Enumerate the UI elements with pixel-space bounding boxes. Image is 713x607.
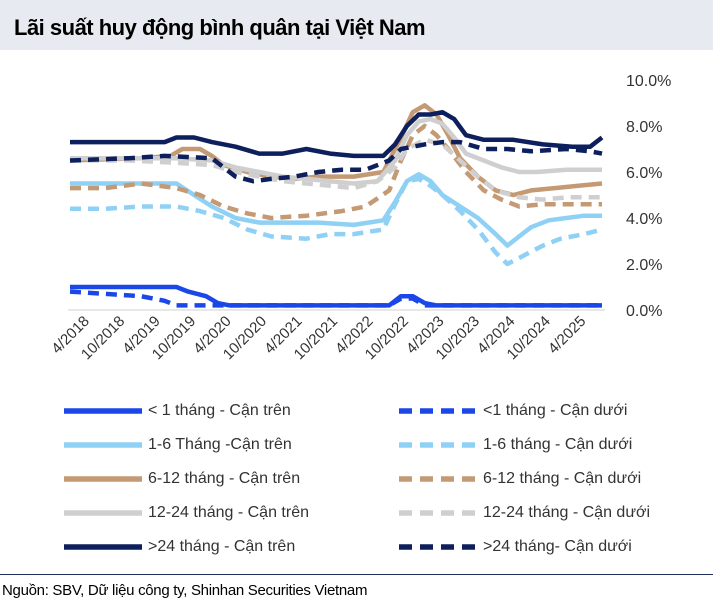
title-bar: Lãi suất huy động bình quân tại Việt Nam — [0, 0, 713, 50]
legend-label: >24 tháng- Cận dưới — [483, 538, 632, 555]
legend-item: 12-24 tháng - Cận trên — [62, 502, 362, 524]
legend-item: 1-6 Tháng -Cận trên — [62, 434, 362, 456]
legend-swatch — [399, 442, 477, 448]
series-line — [69, 289, 602, 308]
y-tick-label: 2.0% — [626, 257, 662, 274]
legend-item: >24 tháng - Cận trên — [62, 536, 362, 558]
series-lines — [69, 103, 604, 308]
legend-swatch — [64, 510, 142, 516]
legend-item: < 1 tháng - Cận trên — [62, 400, 362, 422]
legend-item: <1 tháng - Cận dưới — [397, 400, 697, 422]
legend-label: >24 tháng - Cận trên — [148, 538, 296, 555]
chart-plot: 0.0% 2.0% 4.0% 6.0% 8.0% 10.0% 4/201810/20184… — [48, 73, 671, 363]
legend-item: 6-12 tháng - Cận trên — [62, 468, 362, 490]
legend-label: 6-12 tháng - Cận trên — [148, 470, 301, 487]
legend-swatch — [399, 510, 477, 516]
series-line — [70, 123, 602, 221]
source-divider — [0, 574, 713, 575]
legend-label: 12-24 tháng - Cận dưới — [483, 504, 651, 521]
legend-swatch — [399, 476, 477, 482]
chart-title: Lãi suất huy động bình quân tại Việt Nam — [14, 15, 426, 40]
series-line — [70, 109, 604, 159]
legend-item: 1-6 tháng - Cận dưới — [397, 434, 697, 456]
series-line — [69, 139, 603, 184]
legend-swatch — [64, 544, 142, 550]
y-axis-labels: 0.0% 2.0% 4.0% 6.0% 8.0% 10.0% — [626, 73, 671, 320]
legend-label: 12-24 tháng - Cận trên — [148, 504, 309, 521]
legend-label: < 1 tháng - Cận trên — [148, 402, 291, 419]
source-note: Nguồn: SBV, Dữ liệu công ty, Shinhan Sec… — [2, 582, 368, 599]
legend-label: 1-6 tháng - Cận dưới — [483, 436, 633, 453]
y-tick-label: 6.0% — [626, 165, 662, 182]
legend-swatch — [399, 408, 477, 414]
y-tick-label: 10.0% — [626, 73, 671, 90]
y-tick-label: 8.0% — [626, 119, 662, 136]
legend-label: 1-6 Tháng -Cận trên — [148, 436, 292, 453]
series-line — [70, 172, 602, 248]
x-tick-label: 4/2025 — [545, 313, 589, 357]
legend-item: 12-24 tháng - Cận dưới — [397, 502, 697, 524]
legend-swatch — [399, 544, 477, 550]
y-tick-label: 0.0% — [626, 303, 662, 320]
legend-label: <1 tháng - Cận dưới — [483, 402, 628, 419]
legend-swatch — [64, 476, 142, 482]
legend-swatch — [64, 408, 142, 414]
legend-swatch — [64, 442, 142, 448]
series-line — [70, 137, 602, 202]
legend-label: 6-12 tháng - Cận dưới — [483, 470, 642, 487]
y-tick-label: 4.0% — [626, 211, 662, 228]
series-line — [70, 176, 603, 267]
legend-item: >24 tháng- Cận dưới — [397, 536, 697, 558]
legend-item: 6-12 tháng - Cận dưới — [397, 468, 697, 490]
x-axis-labels: 4/201810/20184/201910/20194/202010/20204… — [48, 313, 589, 363]
